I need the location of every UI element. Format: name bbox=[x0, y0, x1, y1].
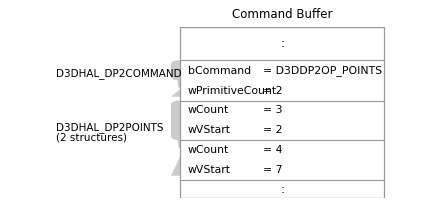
Text: :: : bbox=[280, 37, 284, 50]
Polygon shape bbox=[171, 101, 186, 180]
Text: (2 structures): (2 structures) bbox=[56, 132, 127, 142]
Text: = 2: = 2 bbox=[263, 125, 282, 135]
Text: = 7: = 7 bbox=[263, 165, 282, 175]
Text: :: : bbox=[280, 183, 284, 196]
Text: = 4: = 4 bbox=[263, 145, 282, 155]
Text: wPrimitiveCount: wPrimitiveCount bbox=[188, 86, 277, 96]
Text: wCount: wCount bbox=[188, 145, 229, 155]
Polygon shape bbox=[171, 60, 186, 101]
Text: D3DHAL_DP2COMMAND: D3DHAL_DP2COMMAND bbox=[56, 68, 181, 79]
Text: = D3DDP2OP_POINTS: = D3DDP2OP_POINTS bbox=[263, 65, 382, 76]
Text: wCount: wCount bbox=[188, 105, 229, 116]
Text: Command Buffer: Command Buffer bbox=[232, 8, 332, 21]
Text: wVStart: wVStart bbox=[188, 125, 231, 135]
Text: wVStart: wVStart bbox=[188, 165, 231, 175]
Bar bbox=[181, 27, 384, 198]
Text: = 2: = 2 bbox=[263, 86, 282, 96]
Text: = 3: = 3 bbox=[263, 105, 282, 116]
Text: D3DHAL_DP2POINTS: D3DHAL_DP2POINTS bbox=[56, 122, 164, 133]
Text: bCommand: bCommand bbox=[188, 66, 251, 76]
